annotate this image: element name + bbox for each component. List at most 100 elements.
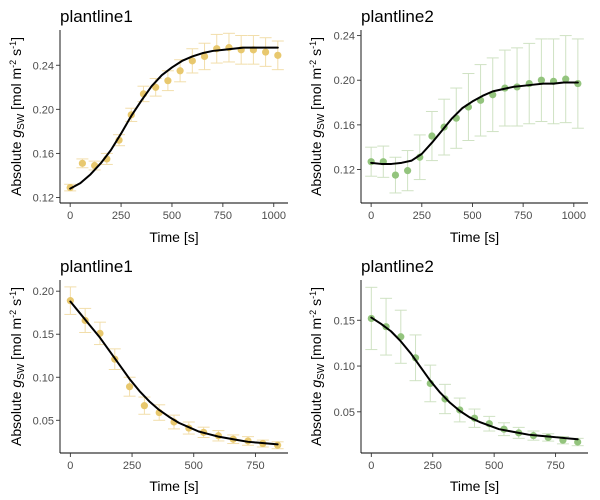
y-axis-label-unit-close: ] [308, 37, 324, 41]
data-point [164, 77, 172, 85]
y-axis-label-prefix: Absolute [308, 138, 324, 196]
x-tick-label: 500 [185, 460, 203, 472]
panel-3: plantline1 0 250 500 750 0.05 0.10 0.15 0.20 Time… [8, 257, 288, 494]
x-tick-label: 250 [424, 460, 442, 472]
panel-2: plantline2 0 250 500 750 1000 0.12 0.16 0.20 0.24… [308, 7, 588, 245]
data-point [188, 57, 196, 65]
y-tick-label: 0.15 [334, 315, 355, 327]
data-point [176, 67, 184, 75]
y-tick-label: 0.12 [334, 165, 355, 177]
x-tick-label: 0 [67, 460, 73, 472]
data-point [404, 167, 412, 175]
y-axis-label-sup1: -2 [308, 60, 318, 68]
y-axis-label-unit-close: ] [8, 37, 24, 41]
y-axis-label-var: g [8, 130, 24, 138]
panel-title: plantline1 [60, 257, 133, 276]
x-axis-label: Time [s] [149, 229, 198, 245]
x-tick-label: 250 [112, 210, 130, 222]
data-point [200, 52, 209, 61]
data-point [428, 132, 436, 140]
x-tick-label: 500 [463, 210, 481, 222]
y-axis-label-prefix: Absolute [308, 388, 324, 446]
x-tick-label: 750 [246, 460, 264, 472]
data-point [367, 158, 375, 166]
x-tick-label: 750 [546, 460, 564, 472]
x-axis-label: Time [s] [450, 478, 499, 494]
x-axis-label: Time [s] [450, 229, 499, 245]
y-axis-label-unit-open: [mol m [308, 68, 324, 114]
y-axis-label-unit-open: [mol m [8, 318, 24, 364]
y-tick-label: 0.10 [334, 361, 355, 373]
y-axis-label-unit-close: ] [308, 287, 324, 291]
y-axis-label-sup2: -1 [308, 41, 318, 49]
y-tick-label: 0.20 [334, 75, 355, 87]
x-tick-label: 0 [368, 460, 374, 472]
y-tick-label: 0.24 [334, 31, 355, 43]
y-axis-label: Absolute gSW [mol m-2 s-1] [8, 37, 27, 196]
x-tick-label: 500 [485, 460, 503, 472]
y-axis-label-unit-mid: s [308, 49, 324, 60]
y-axis-label-prefix: Absolute [8, 388, 24, 446]
panel-title: plantline2 [361, 257, 434, 276]
data-point [537, 76, 545, 84]
y-axis-label-sup1: -2 [8, 60, 18, 68]
panel-4: plantline2 0 250 500 750 0.05 0.10 0.15 Time [s]… [308, 257, 588, 494]
y-axis-label-unit-mid: s [8, 49, 24, 60]
y-axis-label-sub: SW [316, 363, 327, 380]
x-tick-label: 250 [123, 460, 141, 472]
y-axis-label-unit-open: [mol m [8, 68, 24, 114]
y-axis-label-var: g [308, 380, 324, 388]
x-tick-label: 1000 [262, 210, 286, 222]
y-axis-label-sup2: -1 [8, 41, 18, 49]
y-tick-label: 0.16 [33, 148, 54, 160]
y-axis-label: Absolute gSW [mol m-2 s-1] [308, 287, 327, 446]
y-tick-label: 0.16 [334, 120, 355, 132]
y-tick-label: 0.15 [33, 329, 54, 341]
data-point [274, 51, 282, 59]
y-axis-label-sup1: -2 [308, 310, 318, 318]
x-axis-label: Time [s] [149, 478, 198, 494]
y-tick-label: 0.10 [33, 372, 54, 384]
y-axis-label-var: g [308, 130, 324, 138]
y-tick-label: 0.12 [33, 192, 54, 204]
y-axis-label-sub: SW [16, 363, 27, 380]
y-axis-label-unit-mid: s [8, 299, 24, 310]
y-axis-label-unit-mid: s [308, 299, 324, 310]
data-point [574, 438, 582, 446]
y-tick-label: 0.20 [33, 104, 54, 116]
y-axis-label: Absolute gSW [mol m-2 s-1] [8, 287, 27, 446]
x-tick-label: 250 [413, 210, 431, 222]
y-axis-label-sup1: -2 [8, 310, 18, 318]
data-point [391, 171, 400, 179]
x-tick-label: 0 [368, 210, 374, 222]
data-point [574, 79, 582, 88]
y-tick-label: 0.05 [33, 415, 54, 427]
y-axis-label-sub: SW [16, 113, 27, 130]
y-axis-label: Absolute gSW [mol m-2 s-1] [308, 37, 327, 196]
y-axis-label-var: g [8, 380, 24, 388]
data-point [140, 402, 148, 410]
panel-title: plantline2 [361, 7, 434, 26]
fit-line [69, 300, 279, 446]
fit-line [69, 46, 279, 190]
data-point [562, 75, 570, 83]
data-point [152, 83, 160, 91]
y-tick-label: 0.05 [334, 407, 355, 419]
y-axis-label-unit-close: ] [8, 287, 24, 291]
y-tick-label: 0.20 [33, 286, 54, 298]
y-axis-label-sub: SW [316, 113, 327, 130]
data-point [125, 383, 134, 391]
x-tick-label: 0 [67, 210, 73, 222]
data-point [78, 159, 86, 167]
y-tick-label: 0.24 [33, 60, 54, 72]
x-tick-label: 750 [214, 210, 232, 222]
fit-line [370, 81, 579, 165]
x-tick-label: 750 [514, 210, 532, 222]
x-tick-label: 1000 [562, 210, 586, 222]
panel-title: plantline1 [60, 7, 133, 26]
panel-1: plantline1 0 250 500 750 1000 0.12 0.16 0.20 0.24… [8, 7, 288, 245]
fit-line [370, 316, 579, 441]
y-axis-label-sup2: -1 [8, 291, 18, 299]
data-point [262, 48, 270, 56]
